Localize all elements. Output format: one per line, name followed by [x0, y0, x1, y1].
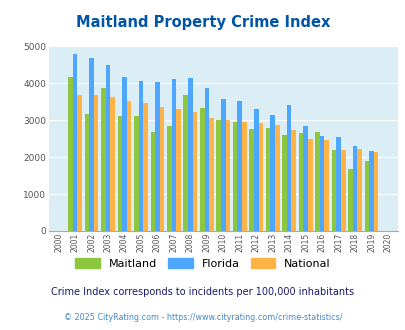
Bar	[143, 104, 147, 231]
Bar	[270, 115, 274, 231]
Bar	[356, 149, 361, 231]
Bar	[373, 152, 377, 231]
Bar	[126, 101, 131, 231]
Bar	[204, 88, 209, 231]
Bar	[183, 95, 188, 231]
Bar	[258, 123, 262, 231]
Bar	[314, 132, 319, 231]
Bar	[122, 77, 126, 231]
Bar	[110, 97, 115, 231]
Bar	[347, 169, 352, 231]
Bar	[199, 108, 204, 231]
Text: Maitland Property Crime Index: Maitland Property Crime Index	[76, 15, 329, 30]
Bar	[281, 135, 286, 231]
Bar	[241, 121, 246, 231]
Bar	[265, 128, 270, 231]
Bar	[340, 150, 345, 231]
Bar	[155, 82, 159, 231]
Bar	[216, 120, 220, 231]
Bar	[94, 95, 98, 231]
Legend: Maitland, Florida, National: Maitland, Florida, National	[75, 258, 330, 269]
Bar	[232, 122, 237, 231]
Text: Crime Index corresponds to incidents per 100,000 inhabitants: Crime Index corresponds to incidents per…	[51, 287, 354, 297]
Bar	[331, 150, 335, 231]
Bar	[253, 110, 258, 231]
Bar	[237, 101, 241, 231]
Bar	[192, 112, 197, 231]
Bar	[225, 120, 230, 231]
Bar	[138, 81, 143, 231]
Bar	[105, 65, 110, 231]
Bar	[324, 140, 328, 231]
Bar	[298, 133, 303, 231]
Bar	[89, 58, 94, 231]
Bar	[166, 126, 171, 231]
Bar	[307, 139, 312, 231]
Bar	[209, 118, 213, 231]
Bar	[171, 80, 176, 231]
Bar	[335, 138, 340, 231]
Bar	[274, 125, 279, 231]
Bar	[319, 136, 324, 231]
Bar	[150, 132, 155, 231]
Bar	[303, 126, 307, 231]
Bar	[352, 146, 356, 231]
Bar	[77, 95, 82, 231]
Bar	[117, 116, 122, 231]
Bar	[159, 107, 164, 231]
Bar	[72, 54, 77, 231]
Bar	[84, 114, 89, 231]
Bar	[68, 77, 72, 231]
Bar	[188, 78, 192, 231]
Bar	[220, 99, 225, 231]
Bar	[368, 151, 373, 231]
Bar	[291, 130, 295, 231]
Bar	[249, 129, 253, 231]
Bar	[286, 105, 291, 231]
Text: © 2025 CityRating.com - https://www.cityrating.com/crime-statistics/: © 2025 CityRating.com - https://www.city…	[64, 313, 341, 322]
Bar	[134, 116, 138, 231]
Bar	[364, 161, 368, 231]
Bar	[176, 110, 180, 231]
Bar	[101, 87, 105, 231]
